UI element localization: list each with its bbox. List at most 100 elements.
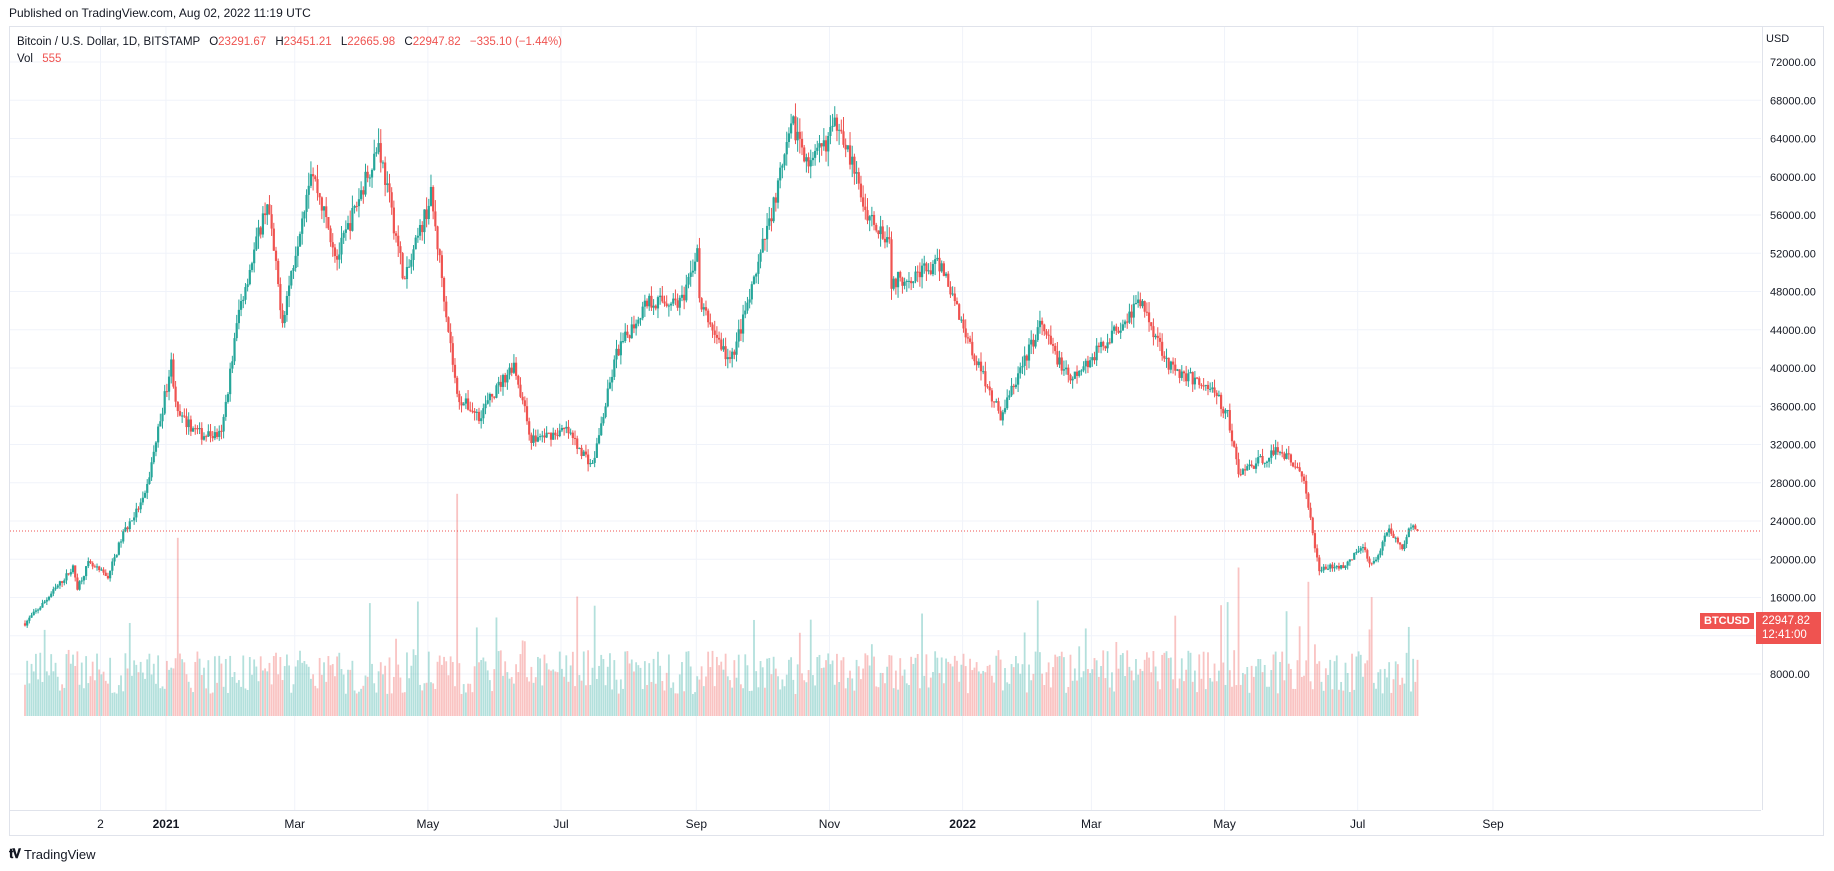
volume-bar [1375, 688, 1377, 716]
volume-bar [1135, 659, 1137, 716]
candle-body [857, 172, 860, 184]
volume-bar [558, 651, 561, 716]
volume-bar [194, 661, 197, 716]
volume-bar [1084, 628, 1087, 716]
time-scale[interactable]: 2 2021 Mar May Jul Sep Nov 2022 Mar May Jul Sep [10, 810, 1761, 836]
candle-body [412, 249, 415, 260]
volume-bar [312, 674, 315, 716]
candle-body [1307, 493, 1310, 508]
candle-body [1261, 456, 1264, 464]
candle-body [163, 391, 166, 414]
candle-body [1305, 480, 1308, 494]
candle-body [1405, 537, 1408, 544]
candle-body [1097, 345, 1100, 348]
volume-bar [1161, 654, 1164, 716]
volume-bar [918, 688, 921, 716]
volume-bar [89, 676, 92, 716]
candle-body [130, 520, 134, 522]
candle-body [377, 143, 380, 153]
currency-label[interactable]: USD [1766, 33, 1790, 45]
candle-body [715, 334, 718, 338]
volume-bar [600, 654, 603, 716]
candle-body [1311, 517, 1314, 534]
volume-bar [958, 681, 961, 716]
candle-body [41, 603, 44, 608]
volume-bar [257, 681, 260, 716]
volume-bar [1239, 684, 1242, 716]
candle-body [497, 381, 500, 386]
volume-bar [1183, 681, 1185, 716]
candle-body [314, 176, 317, 180]
candle-body [514, 362, 518, 376]
price-chart[interactable] [10, 27, 1761, 810]
candle-body [779, 167, 782, 181]
candle-body [1141, 301, 1144, 307]
volume-bar [508, 678, 511, 716]
candle-body [128, 521, 131, 530]
volume-bar [1351, 653, 1353, 716]
volume-bar [414, 655, 417, 716]
volume-bar [1296, 660, 1299, 716]
open-label: O [209, 36, 219, 48]
candle-body [1287, 453, 1290, 455]
candle-body [405, 266, 409, 280]
volume-bar [969, 658, 971, 716]
volume-bar [1357, 651, 1360, 716]
candle-body [635, 323, 638, 329]
price-tick-label: 44000.00 [1770, 325, 1816, 337]
candle-body [752, 276, 756, 285]
volume-bar [168, 669, 170, 716]
volume-bar [416, 601, 419, 716]
volume-bar [340, 669, 343, 716]
volume-bar [264, 668, 266, 716]
candle-body [755, 273, 758, 277]
volume-bar [971, 670, 974, 716]
candle-body [1377, 555, 1380, 560]
volume-bar [349, 669, 352, 716]
volume-bar [1215, 681, 1218, 716]
volume-bar [320, 674, 323, 716]
candle-body [1355, 552, 1358, 554]
volume-bar [777, 676, 779, 716]
volume-bar [851, 678, 854, 716]
candle-body [449, 331, 452, 344]
volume-bar [988, 664, 991, 716]
candle-body [1150, 322, 1153, 327]
volume-bar [222, 686, 225, 716]
volume-bar [993, 682, 995, 716]
candle-body [1082, 366, 1085, 371]
candle-body [1001, 412, 1004, 421]
volume-label[interactable]: Vol [17, 53, 33, 65]
tradingview-footer[interactable]: 𝐭𝐕 TradingView [9, 846, 96, 862]
volume-bar [783, 686, 786, 716]
volume-bar [1218, 670, 1220, 716]
volume-bar [807, 670, 810, 716]
candle-body [82, 576, 86, 581]
volume-bar [1410, 691, 1412, 716]
volume-bar [643, 661, 646, 716]
volume-bar [1126, 650, 1129, 716]
candle-body [1416, 529, 1419, 532]
candle-body [1309, 507, 1312, 518]
volume-bar [26, 660, 29, 716]
candle-body [615, 348, 618, 360]
volume-bar [956, 660, 958, 716]
volume-bar [537, 656, 539, 716]
candle-body [1383, 535, 1386, 542]
volume-bar [458, 663, 461, 716]
volume-bar [639, 667, 642, 716]
volume-bar [176, 537, 179, 716]
candle-body [181, 415, 184, 417]
candle-body [423, 209, 426, 233]
candle-body [67, 573, 70, 575]
candle-body [1047, 334, 1050, 336]
candle-body [1067, 367, 1070, 375]
volume-bar [248, 657, 251, 716]
volume-bar [683, 691, 686, 716]
candle-body [1296, 466, 1299, 468]
candle-body [1108, 342, 1111, 344]
price-scale[interactable]: 8000.0012000.0016000.0020000.0024000.002… [1762, 27, 1824, 810]
candle-body [1180, 371, 1183, 378]
symbol-title[interactable]: Bitcoin / U.S. Dollar, 1D, BITSTAMP [17, 36, 200, 48]
volume-bar [624, 651, 627, 716]
